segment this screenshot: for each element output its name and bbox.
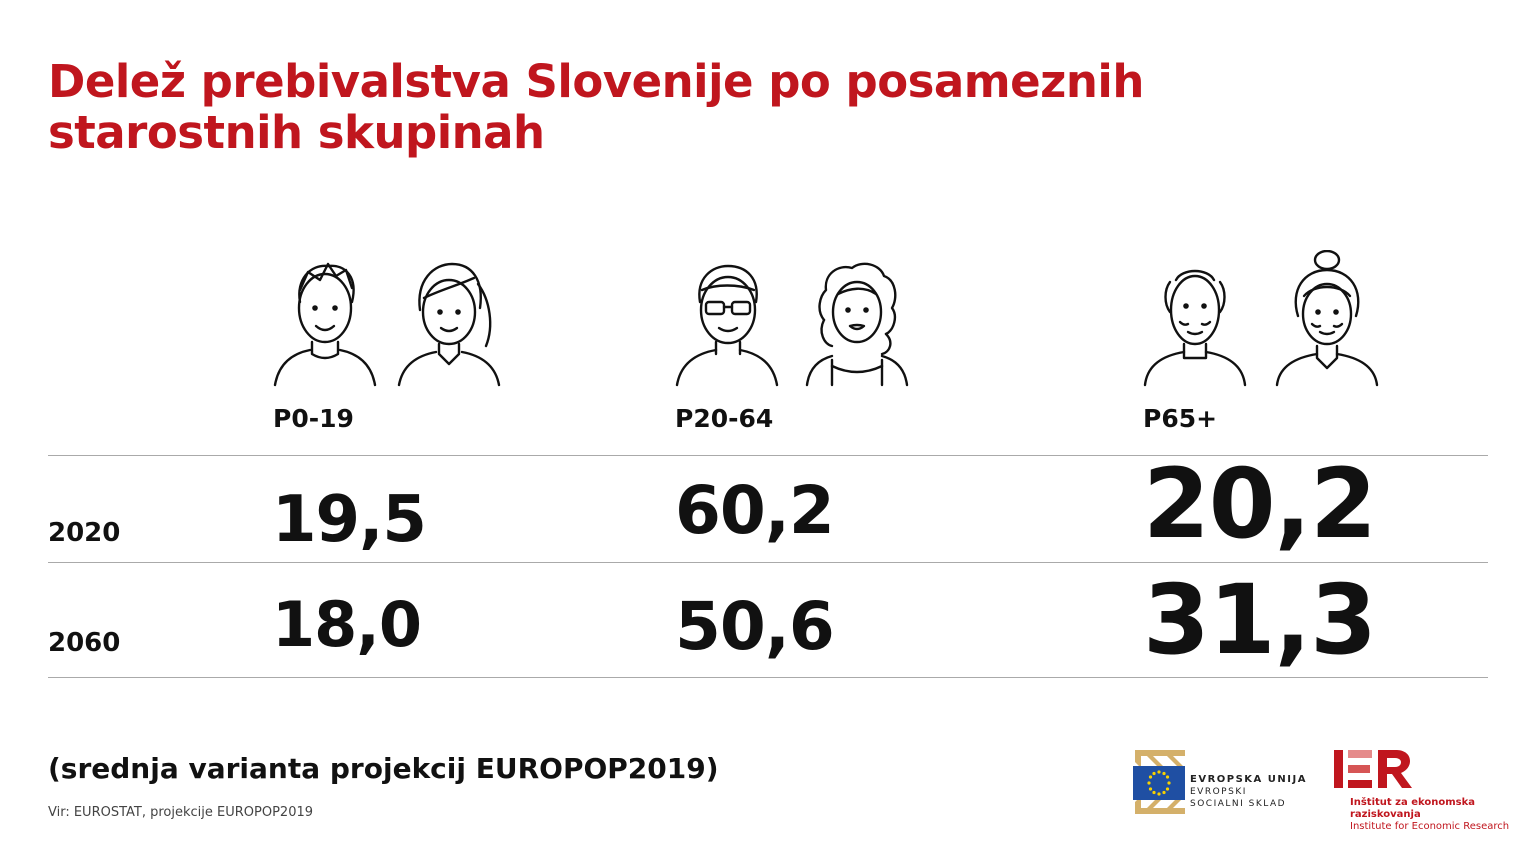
eu-social-fund-logo xyxy=(1133,750,1185,814)
elderly-woman-bun-icon xyxy=(1275,250,1379,387)
value-2060-p65-plus: 31,3 xyxy=(1143,564,1377,676)
column-label-20-64: P20-64 xyxy=(675,404,774,433)
ier-line-2: Institute for Economic Research xyxy=(1350,821,1510,832)
young-man-icon xyxy=(273,262,377,387)
eu-logo-text: EVROPSKA UNIJA EVROPSKI SOCIALNI SKLAD xyxy=(1190,774,1307,810)
value-2060-p0-19: 18,0 xyxy=(272,588,422,661)
ier-logo-text: Inštitut za ekonomska raziskovanja Insti… xyxy=(1350,797,1536,833)
young-woman-icon xyxy=(397,262,501,387)
value-2020-p65-plus: 20,2 xyxy=(1143,448,1377,560)
value-2060-p20-64: 50,6 xyxy=(675,588,835,665)
ier-line-1: Inštitut za ekonomska raziskovanja xyxy=(1350,797,1476,820)
value-2020-p0-19: 19,5 xyxy=(272,483,427,557)
adult-man-glasses-icon xyxy=(675,264,779,387)
eu-line-3: SOCIALNI SKLAD xyxy=(1190,799,1287,809)
projection-variant-note: (srednja varianta projekcij EUROPOP2019) xyxy=(48,752,719,785)
eu-line-1: EVROPSKA UNIJA xyxy=(1190,774,1307,785)
divider-top xyxy=(48,455,1488,456)
divider-bottom xyxy=(48,677,1488,678)
column-label-0-19: P0-19 xyxy=(273,404,354,433)
eu-stars-icon xyxy=(1147,770,1171,796)
eu-line-2: EVROPSKI xyxy=(1190,787,1247,797)
adult-woman-curly-icon xyxy=(805,262,909,387)
column-label-65-plus: P65+ xyxy=(1143,404,1218,433)
divider-middle xyxy=(48,562,1488,563)
row-year-2020: 2020 xyxy=(48,518,121,548)
row-year-2060: 2060 xyxy=(48,628,121,658)
page-title: Delež prebivalstva Slovenije po posamezn… xyxy=(48,55,1144,159)
source-note: Vir: EUROSTAT, projekcije EUROPOP2019 xyxy=(48,805,314,820)
ier-logo xyxy=(1334,750,1412,788)
value-2020-p20-64: 60,2 xyxy=(675,472,835,549)
elderly-man-icon xyxy=(1143,269,1247,387)
